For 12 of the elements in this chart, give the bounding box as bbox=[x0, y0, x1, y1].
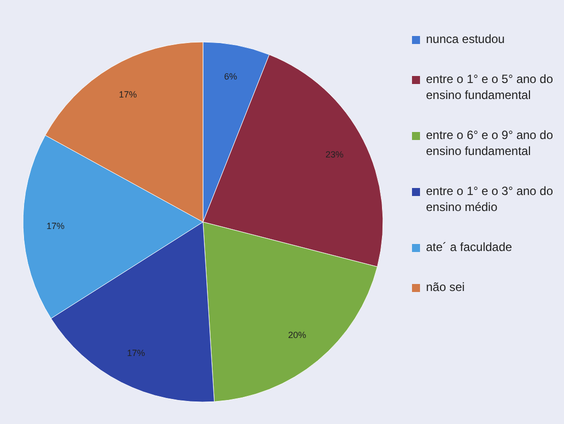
legend-label: ate´ a faculdade bbox=[426, 240, 512, 254]
data-label: 6% bbox=[224, 71, 238, 82]
legend-label: entre o 1° e o 3° ano do ensino médio bbox=[426, 184, 554, 214]
legend-label: entre o 6° e o 9° ano do ensino fundamental bbox=[426, 128, 554, 158]
legend-label: entre o 1° e o 5° ano do ensino fundamental bbox=[426, 72, 554, 102]
legend-label: não sei bbox=[426, 280, 465, 294]
data-label: 20% bbox=[288, 330, 306, 340]
data-label: 23% bbox=[326, 149, 344, 160]
data-label: 17% bbox=[118, 89, 137, 100]
legend-label: nunca estudou bbox=[426, 32, 505, 46]
data-label: 17% bbox=[46, 221, 64, 232]
data-label: 17% bbox=[126, 348, 145, 358]
